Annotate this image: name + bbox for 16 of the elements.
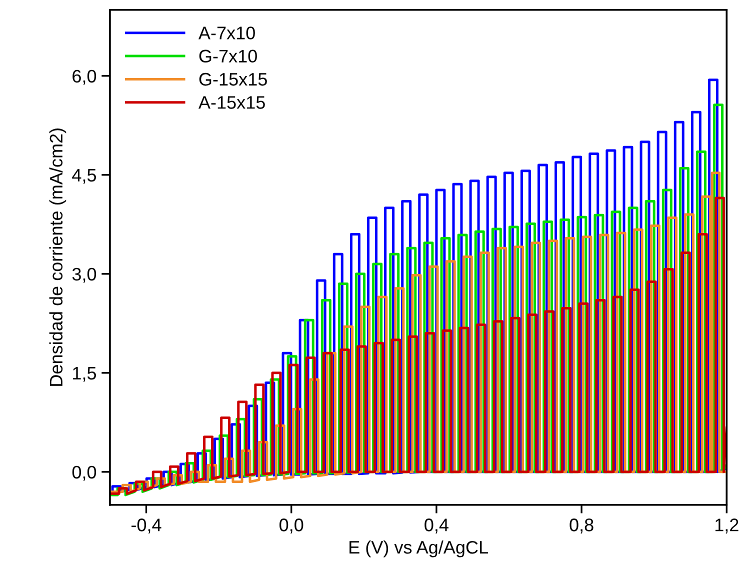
legend-label: A-15x15 <box>198 96 265 109</box>
legend-label: A-7x10 <box>198 26 255 40</box>
x-tick-label: 0,0 <box>280 518 304 534</box>
x-tick-label: -0,4 <box>131 518 162 534</box>
y-axis-title: Densidad de corriente (mA/cm2) <box>49 128 66 386</box>
y-tick-label: 0,0 <box>72 466 96 481</box>
legend-label: G-7x10 <box>199 50 257 63</box>
x-tick-label: 0,4 <box>424 518 448 534</box>
legend-label: G-15x15 <box>199 72 267 86</box>
y-tick-label: 4,5 <box>72 169 96 184</box>
x-tick-label: 0,8 <box>570 518 594 534</box>
x-tick-label: 1,2 <box>715 518 738 534</box>
y-tick-label: 1,5 <box>73 367 96 382</box>
x-axis-title: E (V) vs Ag/AgCL <box>350 540 488 558</box>
y-tick-label: 6,0 <box>72 70 96 85</box>
y-tick-label: 3,0 <box>72 268 96 283</box>
